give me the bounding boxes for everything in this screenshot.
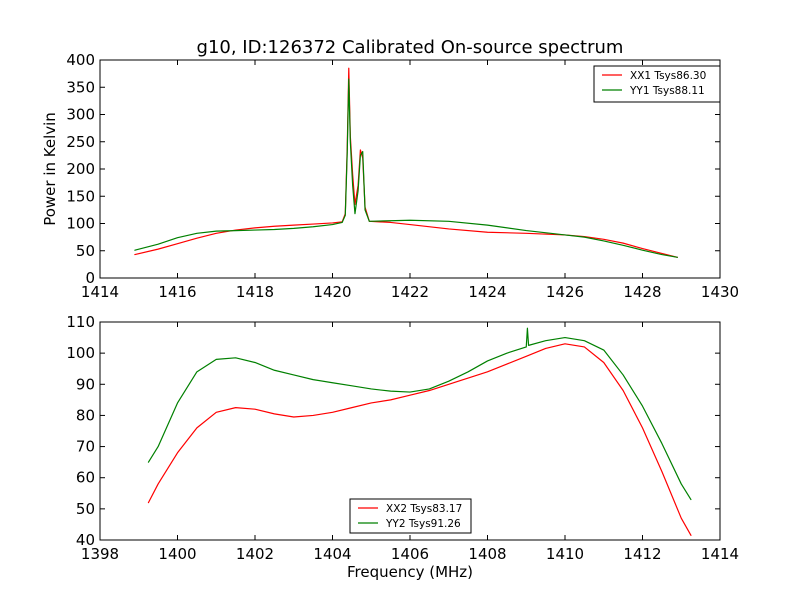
y-tick-label: 100: [66, 344, 95, 362]
series-line-1: [147, 343, 692, 536]
x-tick-label: 1430: [701, 283, 739, 301]
y-tick-label: 100: [66, 215, 95, 233]
chart-top: 1414 1416 1418 1420 1422 1424 1426 1428 1430 0 50 1…: [41, 37, 739, 301]
y-tick-label: 400: [66, 51, 95, 69]
x-tick-label: 1408: [468, 545, 506, 563]
x-tick-label: 1426: [546, 283, 584, 301]
x-tick-label: 1424: [468, 283, 506, 301]
y-tick-label: 70: [76, 438, 95, 456]
x-tick-label: 1406: [391, 545, 429, 563]
x-tick-label: 1414: [81, 283, 119, 301]
legend-label-1: XX2 Tsys83.17: [386, 503, 462, 515]
x-tick-label: 1418: [236, 283, 274, 301]
y-tick-label: 0: [85, 269, 95, 287]
y-tick-label: 300: [66, 106, 95, 124]
x-tick-label: 1412: [623, 545, 661, 563]
legend-label-2: YY2 Tsys91.26: [385, 518, 461, 530]
chart-bottom: 1398 1400 1402 1404 1406 1408 1410 1412 1414 40 50…: [66, 313, 739, 581]
y-tick-label: 250: [66, 133, 95, 151]
series-line-2: [134, 78, 678, 258]
y-tick-label: 110: [66, 313, 95, 331]
x-axis-label: Frequency (MHz): [347, 563, 473, 581]
y-tick-label: 50: [76, 500, 95, 518]
legend: XX2 Tsys83.17 YY2 Tsys91.26: [349, 498, 472, 534]
y-tick-label: 90: [76, 375, 95, 393]
y-tick-label: 40: [76, 531, 95, 549]
x-tick-label: 1398: [81, 545, 119, 563]
x-tick-label: 1402: [236, 545, 274, 563]
series-layer: [147, 327, 692, 536]
x-tick-label: 1410: [546, 545, 584, 563]
chart-title: g10, ID:126372 Calibrated On-source spec…: [197, 37, 624, 58]
y-tick-label: 200: [66, 160, 95, 178]
legend-box: [349, 498, 472, 534]
y-axis-label: Power in Kelvin: [41, 112, 59, 226]
x-tick-label: 1422: [391, 283, 429, 301]
x-tick-label: 1428: [623, 283, 661, 301]
x-tick-label: 1414: [701, 545, 739, 563]
y-tick-label: 150: [66, 187, 95, 205]
x-tick-label: 1416: [158, 283, 196, 301]
legend-label-2: YY1 Tsys88.11: [629, 85, 705, 97]
y-tick-label: 60: [76, 469, 95, 487]
x-tick-label: 1400: [158, 545, 196, 563]
x-tick-label: 1404: [313, 545, 351, 563]
legend-label-1: XX1 Tsys86.30: [630, 70, 706, 82]
y-tick-label: 80: [76, 406, 95, 424]
y-tick-label: 50: [76, 242, 95, 260]
legend: XX1 Tsys86.30 YY1 Tsys88.11: [593, 65, 721, 103]
x-tick-label: 1420: [313, 283, 351, 301]
series-layer: [134, 67, 678, 258]
series-line-2: [147, 327, 692, 501]
y-tick-label: 350: [66, 78, 95, 96]
legend-box: [593, 65, 721, 103]
